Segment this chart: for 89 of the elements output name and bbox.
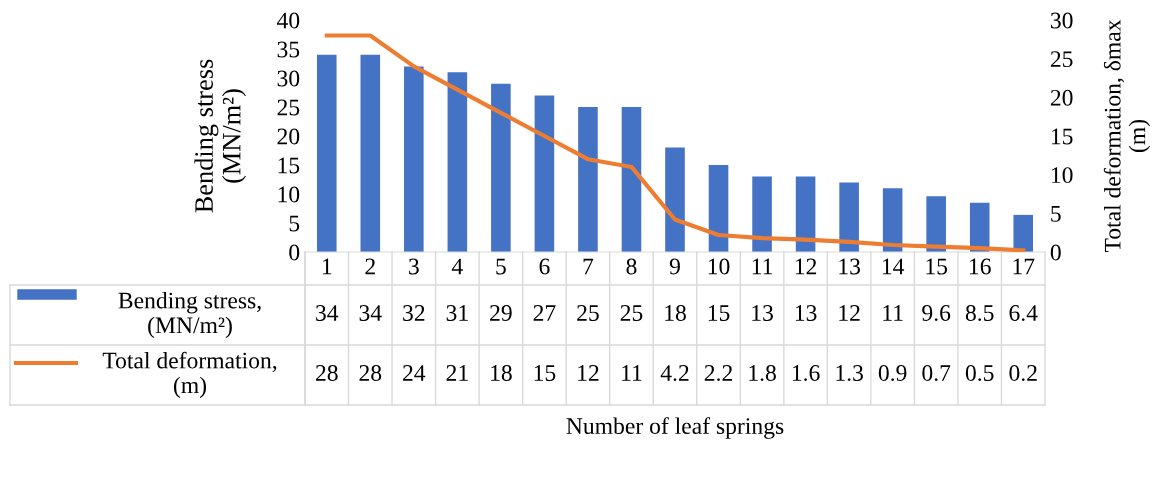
y2-tick-label: 30 (1050, 12, 1073, 29)
data-label: 27 (533, 305, 556, 321)
data-label: 18 (491, 364, 512, 381)
x-tick-label: 2 (365, 258, 375, 275)
data-label: 18 (665, 304, 686, 321)
bar (404, 66, 424, 252)
data-label: 29 (490, 305, 512, 321)
bar (839, 182, 859, 252)
data-label: 1.6 (792, 365, 820, 382)
y2-tick-label: 25 (1050, 51, 1073, 68)
bar (316, 54, 337, 252)
x-tick-label: 12 (795, 258, 817, 275)
data-label: 6.4 (1009, 305, 1038, 322)
data-label: 25 (577, 305, 599, 321)
y-axis-title: Bending stress (MN/m²) (194, 59, 246, 213)
data-label: 32 (403, 305, 425, 321)
bar (360, 54, 381, 252)
y-tick-label: 20 (277, 128, 300, 145)
data-label: 34 (359, 305, 382, 321)
x-tick-label: 5 (496, 258, 506, 275)
data-label: 25 (620, 305, 643, 321)
data-label: 15 (534, 365, 556, 381)
y-tick-label: 10 (278, 186, 300, 203)
bar (665, 147, 685, 252)
data-label: 13 (752, 305, 773, 321)
y2-tick-label: 0 (1050, 244, 1061, 261)
bar (491, 83, 511, 252)
bar (882, 188, 903, 252)
data-label: 4.2 (660, 365, 689, 382)
y-tick-label: 15 (278, 157, 300, 174)
y2-tick-label: 10 (1051, 167, 1073, 184)
bar (1013, 214, 1034, 252)
x-tick-label: 17 (1013, 258, 1035, 275)
x-tick-label: 7 (583, 258, 594, 275)
y-tick-label: 0 (289, 244, 300, 261)
bar (926, 196, 946, 252)
data-label: 0.2 (1009, 364, 1037, 382)
x-tick-label: 14 (882, 258, 905, 275)
legend-label: Bending stress, (MN/m²) (118, 291, 261, 339)
data-label: 28 (359, 364, 382, 381)
data-label: 8.5 (965, 304, 994, 322)
data-label: 1.8 (749, 364, 776, 382)
data-label: 28 (316, 364, 338, 381)
bar (447, 72, 468, 252)
x-tick-label: 4 (451, 258, 463, 275)
y-tick-label: 5 (289, 215, 300, 232)
data-label: 0.5 (965, 364, 994, 382)
x-tick-label: 1 (322, 258, 332, 275)
data-label: 24 (403, 365, 426, 381)
data-label: 13 (795, 305, 817, 321)
data-label: 0.9 (878, 364, 907, 382)
y-tick-label: 40 (276, 12, 300, 29)
bar (578, 107, 598, 252)
x-tick-label: 16 (969, 258, 991, 275)
bar (795, 176, 816, 252)
text: Number of leaf springs (566, 417, 784, 439)
bar (534, 95, 555, 252)
x-tick-label: 15 (926, 258, 948, 275)
data-label: 1.3 (836, 365, 863, 382)
x-tick-label: 8 (626, 258, 637, 275)
bar (752, 176, 772, 252)
x-tick-label: 11 (752, 258, 773, 275)
data-label: 15 (708, 305, 730, 321)
bar (708, 165, 729, 252)
x-tick-label: 13 (839, 258, 860, 275)
data-label: 0.7 (922, 364, 951, 382)
y-tick-label: 35 (277, 41, 300, 58)
data-label: 34 (316, 305, 339, 321)
x-tick-label: 9 (669, 258, 680, 275)
y2-tick-label: 15 (1051, 128, 1073, 145)
y-tick-label: 25 (277, 99, 300, 116)
data-label: 12 (578, 365, 599, 381)
y2-tick-label: 5 (1051, 206, 1061, 222)
data-label: 12 (839, 305, 860, 321)
data-label: 21 (446, 365, 468, 381)
x-tick-label: 6 (539, 258, 550, 275)
data-label: 2.2 (704, 365, 732, 382)
bar (621, 107, 642, 252)
line-series (324, 33, 1026, 252)
data-label: 11 (622, 365, 642, 381)
y-tick-label: 30 (277, 70, 300, 87)
y2-tick-label: 20 (1050, 89, 1073, 106)
x-tick-label: 3 (409, 258, 419, 275)
data-label: 11 (883, 305, 903, 321)
x-tick-label: 10 (708, 258, 730, 275)
data-label: 9.6 (922, 305, 951, 322)
y2-axis-title: Total deformation, δmax (m) (1103, 19, 1151, 253)
data-label: 31 (446, 305, 468, 321)
legend-label: Total deformation, (m) (102, 351, 277, 399)
